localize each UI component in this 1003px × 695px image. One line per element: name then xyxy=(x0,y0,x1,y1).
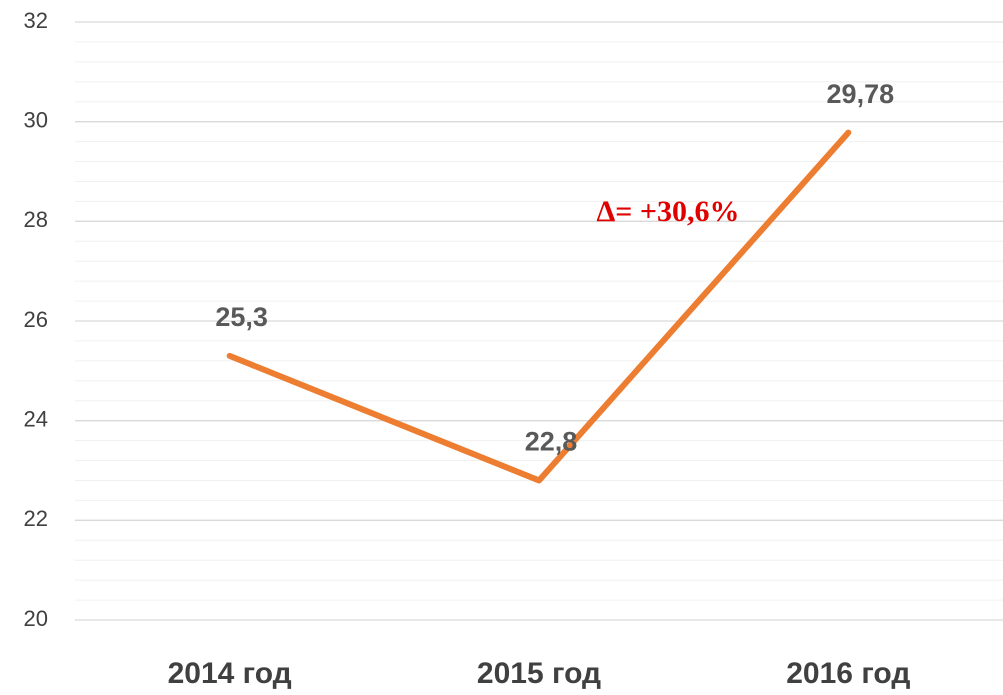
data-label: 25,3 xyxy=(215,302,268,332)
y-tick-label: 24 xyxy=(24,406,48,431)
y-tick-label: 32 xyxy=(24,8,48,33)
y-tick-label: 20 xyxy=(24,606,48,631)
annotation: Δ= +30,6% xyxy=(597,195,740,228)
y-tick-label: 26 xyxy=(24,307,48,332)
line xyxy=(226,129,852,484)
y-tick-label: 28 xyxy=(24,207,48,232)
y-tick-label: 30 xyxy=(24,107,48,132)
data-label: 22,8 xyxy=(525,427,578,457)
x-tick-label: 2016 год xyxy=(786,657,910,690)
x-tick-label: 2014 год xyxy=(168,657,292,690)
y-tick-label: 22 xyxy=(24,506,48,531)
data-label: 29,78 xyxy=(827,79,895,109)
x-tick-label: 2015 год xyxy=(477,657,601,690)
